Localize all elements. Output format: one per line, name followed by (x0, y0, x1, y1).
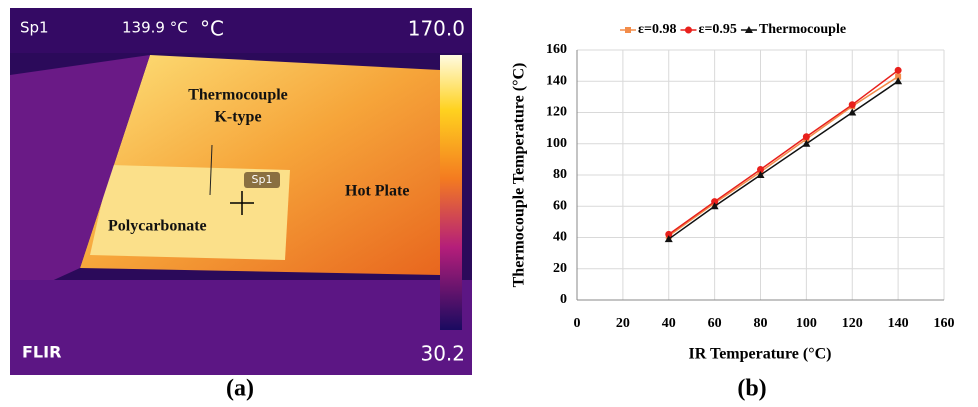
marker (848, 108, 857, 116)
top-band (10, 8, 472, 53)
spot-tag (244, 172, 280, 188)
x-tick-label: 40 (662, 316, 676, 331)
y-tick-label: 20 (553, 261, 567, 276)
annotation-arrow (209, 144, 213, 196)
x-tick-label: 0 (574, 316, 581, 331)
x-tick-label: 20 (616, 316, 630, 331)
marker (757, 166, 764, 174)
x-tick-label: 120 (842, 316, 863, 331)
series-line (668, 75, 899, 237)
x-tick-label: 140 (888, 316, 909, 331)
marker (684, 26, 692, 34)
legend-label: ε=0.98 (638, 22, 676, 37)
marker (710, 202, 719, 210)
series-line (668, 69, 899, 235)
marker (625, 27, 631, 33)
marker (895, 73, 902, 80)
polycarbonate-region (90, 165, 290, 260)
y-tick-label: 40 (553, 230, 567, 245)
marker (802, 139, 811, 147)
annotation: Polycarbonate (108, 218, 207, 235)
marker (664, 235, 673, 243)
spot-reading: 139.9 °C (122, 19, 188, 37)
spot-marker: Sp1 (252, 173, 273, 186)
series-line (668, 80, 899, 240)
marker (744, 26, 753, 33)
brand: FLIR (22, 343, 61, 362)
scale-max: 170.0 (408, 17, 465, 41)
x-tick-label: 60 (708, 316, 722, 331)
annotation: Hot Plate (345, 183, 409, 200)
color-scale-bar (440, 55, 462, 330)
y-axis-label: Thermocouple Temperature (°C) (511, 63, 528, 288)
x-tick-label: 80 (754, 316, 768, 331)
y-tick-label: 80 (553, 167, 567, 182)
marker (802, 133, 810, 141)
y-tick-label: 160 (546, 42, 567, 57)
legend-label: ε=0.95 (698, 22, 736, 37)
spot-label: Sp1 (20, 19, 49, 37)
legend-label: Thermocouple (759, 22, 846, 37)
caption: (a) (226, 376, 254, 402)
marker (894, 66, 902, 74)
marker (711, 198, 719, 206)
annotation: Thermocouple (188, 87, 288, 104)
caption: (b) (737, 376, 766, 402)
marker (848, 101, 856, 109)
x-tick-label: 160 (934, 316, 955, 331)
scale-min: 30.2 (420, 342, 465, 366)
y-tick-label: 140 (546, 73, 567, 88)
annotation: K-type (214, 109, 261, 126)
marker (756, 171, 765, 178)
y-tick-label: 120 (546, 105, 567, 120)
marker (894, 77, 903, 85)
left-edge (10, 55, 150, 300)
x-tick-label: 100 (796, 316, 817, 331)
thermal-image: Sp1 Sp1 139.9 °C °C 170.0 30.2 FLIR Ther… (10, 8, 472, 375)
lower-region (10, 280, 472, 375)
y-tick-label: 100 (546, 136, 567, 151)
y-tick-label: 0 (560, 292, 567, 307)
chart: IR Temperature (°C) Thermocouple Tempera… (511, 22, 955, 362)
x-axis-label: IR Temperature (°C) (689, 346, 832, 363)
unit: °C (200, 17, 224, 41)
y-tick-label: 60 (553, 198, 567, 213)
marker (665, 230, 673, 238)
